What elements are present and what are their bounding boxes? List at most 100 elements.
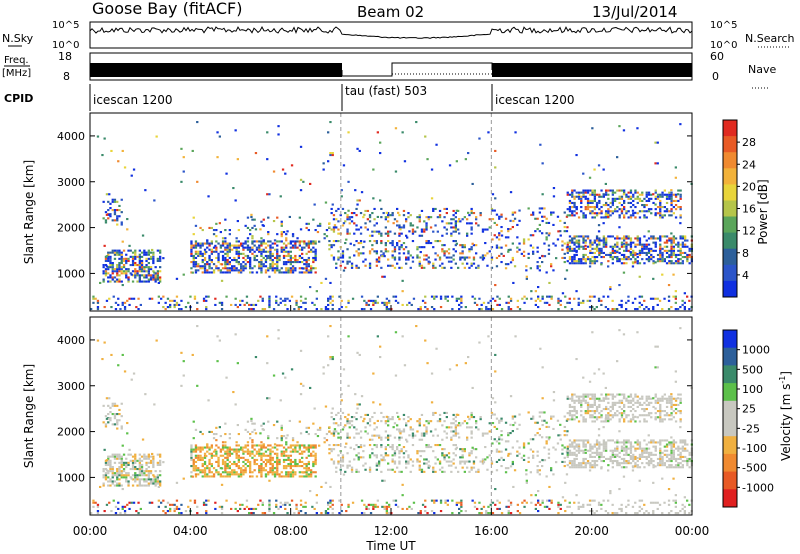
power-cell [640,295,644,298]
power-cell [310,269,313,272]
velocity-cell [595,443,599,446]
power-cell [147,272,150,275]
power-cell [375,242,378,245]
velocity-cell [242,473,245,476]
velocity-cell [591,460,594,463]
velocity-cell [459,456,462,459]
power-cell [210,240,213,243]
power-cell [362,260,365,263]
power-cell [224,261,227,264]
power-cell [618,303,621,306]
velocity-cell [251,475,254,478]
velocity-cell [402,418,406,421]
power-cell [235,259,238,262]
velocity-cell [348,436,351,439]
velocity-cell [580,462,583,465]
velocity-cell [547,452,551,455]
power-cell [199,242,202,245]
power-cell [235,244,238,247]
velocity-cell [593,451,596,454]
power-cell [571,239,574,242]
power-cell [677,199,680,202]
power-cell [441,234,444,237]
velocity-cell [650,451,653,454]
power-cell [656,253,660,256]
power-cell [641,247,644,250]
velocity-cell [237,454,240,457]
power-cell [224,229,227,232]
velocity-cell [634,455,637,458]
velocity-cell [447,460,451,463]
velocity-cell [584,464,587,467]
power-cell [568,301,571,304]
power-cell [661,258,664,261]
power-cell [152,278,155,281]
power-cell [597,230,601,233]
power-cell [242,246,245,249]
velocity-cell [674,441,678,444]
velocity-cell [289,471,292,474]
power-cell [643,251,646,254]
power-cell [471,295,474,298]
power-cell [127,280,130,283]
velocity-cell [387,420,390,423]
velocity-cell [402,452,406,455]
power-cell [376,295,379,298]
power-cell [271,246,274,249]
velocity-cell [670,443,673,446]
velocity-cell [659,441,662,444]
velocity-cell [294,465,297,468]
power-cell [389,242,392,245]
velocity-cell [647,460,651,463]
velocity-cell [670,464,673,467]
power-cell [559,219,562,222]
power-cell [206,239,209,242]
velocity-cell [120,425,123,428]
power-cell [228,256,231,259]
power-cell [118,251,121,254]
power-cell [659,195,662,198]
power-cell [584,197,587,200]
power-cell [573,258,576,261]
power-cell [120,211,123,214]
power-cell [301,267,304,270]
power-cell [294,240,297,243]
power-cell [120,266,123,269]
power-cell [450,266,453,269]
velocity-cell [152,480,155,483]
power-cell [298,216,301,219]
power-cell [329,301,332,304]
power-cell [102,200,105,203]
velocity-cell [472,466,476,469]
velocity-cell [571,410,574,413]
velocity-cell [432,413,435,416]
power-cell [273,263,277,266]
power-cell [652,193,655,196]
power-cell [598,195,601,198]
velocity-cell [116,470,119,473]
power-cell [117,297,120,300]
power-cell [559,303,562,306]
velocity-cell [463,420,466,423]
velocity-cell [231,448,234,451]
power-cell [618,197,621,200]
velocity-cell [276,448,279,451]
velocity-cell [260,454,263,457]
power-cell [269,246,272,249]
velocity-cell [623,412,626,415]
power-cell [248,303,251,306]
power-cell [595,237,599,240]
power-cell [246,254,250,257]
velocity-cell [629,449,633,452]
power-cell [679,206,682,209]
velocity-cell [147,474,150,477]
power-cell [398,258,401,261]
power-cell [547,221,551,224]
power-cell [134,257,137,260]
power-cell [340,189,343,192]
velocity-cell [215,444,218,447]
power-cell [438,240,442,243]
velocity-cell [452,418,455,421]
power-cell [620,237,624,240]
velocity-cell [611,416,614,419]
